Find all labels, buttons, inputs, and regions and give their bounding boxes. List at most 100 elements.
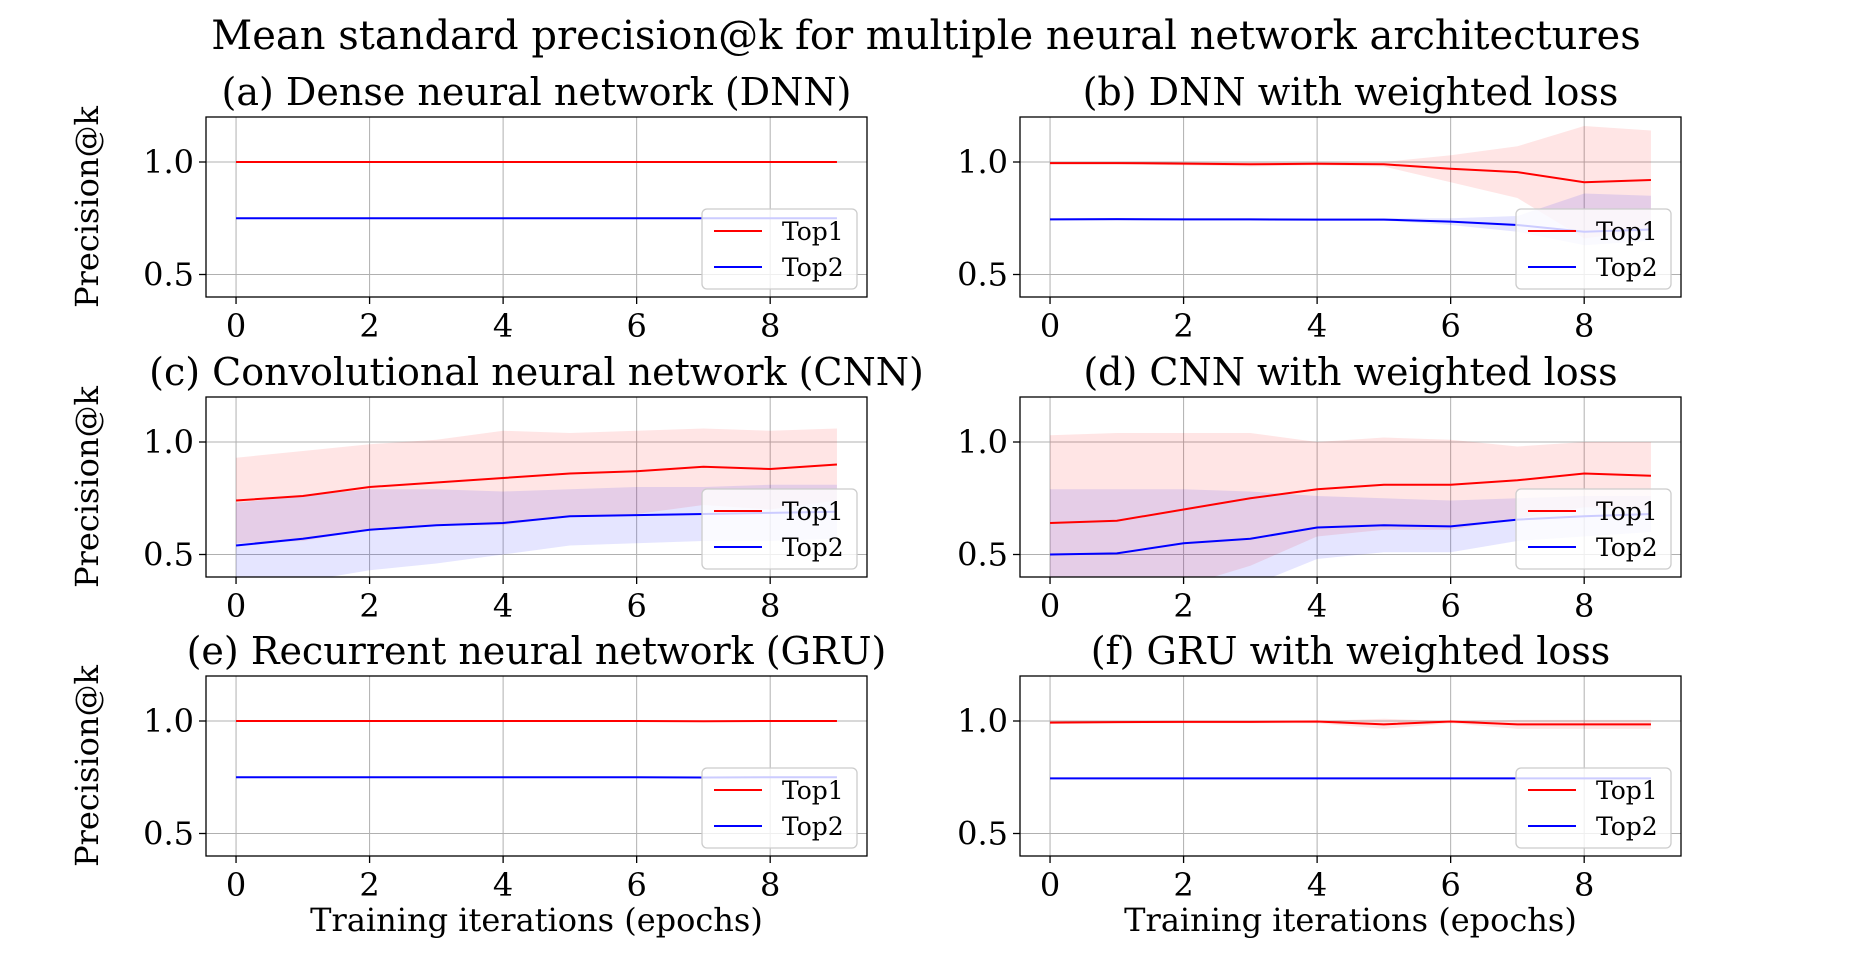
legend-label-top1: Top1: [1596, 776, 1658, 805]
axes-frame: [205, 116, 868, 298]
band-top1: [1050, 433, 1651, 577]
legend-label-top2: Top2: [782, 533, 844, 562]
y-tick-label: 1.0: [143, 143, 194, 181]
legend: Top1 Top2: [701, 767, 858, 849]
x-tick-label: 8: [1574, 866, 1594, 904]
series-line-top1: [1050, 472, 1651, 524]
x-axis-label: Training iterations (epochs): [310, 901, 763, 939]
x-tick-label: 2: [359, 866, 379, 904]
x-tick-label: 0: [1040, 866, 1060, 904]
legend-label-top1: Top1: [1596, 497, 1658, 526]
legend-label-top1: Top1: [782, 497, 844, 526]
axes-frame: [205, 396, 868, 578]
figure-title: Mean standard precision@k for multiple n…: [211, 13, 1640, 59]
x-tick-label: 0: [1040, 587, 1060, 625]
x-tick-label: 8: [760, 307, 780, 345]
y-axis-label: Precision@k: [68, 664, 106, 866]
x-tick-label: 4: [1307, 587, 1327, 625]
plot-area: [1050, 433, 1651, 577]
x-tick-label: 6: [626, 587, 646, 625]
band-top2: [1050, 489, 1651, 577]
y-axis-label: Precision@k: [68, 105, 106, 307]
legend-box: [1515, 208, 1672, 290]
x-tick-label: 0: [226, 866, 246, 904]
subplot-title: (b) DNN with weighted loss: [1083, 70, 1619, 114]
panel-c: (c) Convolutional neural network (CNN) 0 2…: [68, 350, 924, 625]
axes-frame: [1019, 675, 1682, 857]
y-tick-label: 0.5: [957, 536, 1008, 574]
x-tick-label: 6: [1440, 866, 1460, 904]
x-tick-label: 2: [1173, 866, 1193, 904]
x-tick-label: 8: [760, 587, 780, 625]
x-tick-label: 8: [1574, 587, 1594, 625]
legend-box: [701, 767, 858, 849]
y-tick-label: 0.5: [143, 256, 194, 294]
subplot-title: (d) CNN with weighted loss: [1083, 350, 1617, 394]
x-tick-label: 6: [626, 866, 646, 904]
legend-label-top2: Top2: [782, 812, 844, 841]
band-top1: [236, 428, 837, 544]
legend-label-top1: Top1: [782, 217, 844, 246]
legend-label-top2: Top2: [1596, 812, 1658, 841]
y-tick-label: 0.5: [957, 256, 1008, 294]
x-tick-label: 4: [1307, 307, 1327, 345]
x-axis-label: Training iterations (epochs): [1124, 901, 1577, 939]
legend: Top1 Top2: [1515, 767, 1672, 849]
panel-e: (e) Recurrent neural network (GRU) 0 2 4 6 8 0…: [68, 629, 886, 939]
legend: Top1 Top2: [1515, 488, 1672, 570]
panels: (a) Dense neural network (DNN) 0 2 4 6 8 0.5 1.…: [68, 70, 1682, 939]
legend-label-top2: Top2: [1596, 533, 1658, 562]
y-tick-label: 1.0: [143, 702, 194, 740]
axes-frame: [1019, 116, 1682, 298]
y-tick-label: 0.5: [957, 815, 1008, 853]
y-tick-label: 1.0: [143, 423, 194, 461]
panel-a: (a) Dense neural network (DNN) 0 2 4 6 8 0.5 1.…: [68, 70, 868, 345]
legend: Top1 Top2: [1515, 208, 1672, 290]
y-tick-label: 0.5: [143, 536, 194, 574]
legend: Top1 Top2: [701, 488, 858, 570]
x-tick-label: 2: [359, 587, 379, 625]
subplot-title: (e) Recurrent neural network (GRU): [187, 629, 887, 673]
y-tick-label: 1.0: [957, 702, 1008, 740]
x-tick-label: 2: [359, 307, 379, 345]
x-tick-label: 8: [1574, 307, 1594, 345]
x-tick-label: 6: [1440, 587, 1460, 625]
legend-label-top1: Top1: [1596, 217, 1658, 246]
x-tick-label: 6: [1440, 307, 1460, 345]
legend-label-top2: Top2: [782, 253, 844, 282]
x-tick-label: 0: [226, 307, 246, 345]
legend-box: [1515, 767, 1672, 849]
x-tick-label: 2: [1173, 307, 1193, 345]
panel-b: (b) DNN with weighted loss 0 2 4 6 8 0.5 1.0 Top…: [957, 70, 1682, 345]
y-axis-label: Precision@k: [68, 385, 106, 587]
plot-area: [235, 428, 838, 577]
x-tick-label: 0: [1040, 307, 1060, 345]
x-tick-label: 4: [493, 587, 513, 625]
x-tick-label: 8: [760, 866, 780, 904]
subplot-title: (f) GRU with weighted loss: [1091, 629, 1611, 673]
legend-label-top2: Top2: [1596, 253, 1658, 282]
series-line-top1: [1050, 162, 1651, 184]
x-tick-label: 4: [493, 307, 513, 345]
panel-d: (d) CNN with weighted loss 0 2 4 6 8 0.5 1.0 Top…: [957, 350, 1682, 625]
series-line-top1: [1050, 720, 1651, 726]
subplot-title: (c) Convolutional neural network (CNN): [149, 350, 924, 394]
y-tick-label: 1.0: [957, 423, 1008, 461]
panel-f: (f) GRU with weighted loss 0 2 4 6 8 0.5 1.0 Tra…: [957, 629, 1682, 939]
y-tick-label: 0.5: [143, 815, 194, 853]
subplot-title: (a) Dense neural network (DNN): [222, 70, 852, 114]
band-top1: [1050, 126, 1651, 239]
legend-label-top1: Top1: [782, 776, 844, 805]
series-line-top1: [235, 463, 838, 502]
legend-box: [701, 208, 858, 290]
x-tick-label: 4: [1307, 866, 1327, 904]
y-tick-label: 1.0: [957, 143, 1008, 181]
legend-box: [1515, 488, 1672, 570]
axes-frame: [205, 675, 868, 857]
x-tick-label: 4: [493, 866, 513, 904]
x-tick-label: 6: [626, 307, 646, 345]
x-tick-label: 0: [226, 587, 246, 625]
x-tick-label: 2: [1173, 587, 1193, 625]
band-top2: [236, 484, 837, 577]
